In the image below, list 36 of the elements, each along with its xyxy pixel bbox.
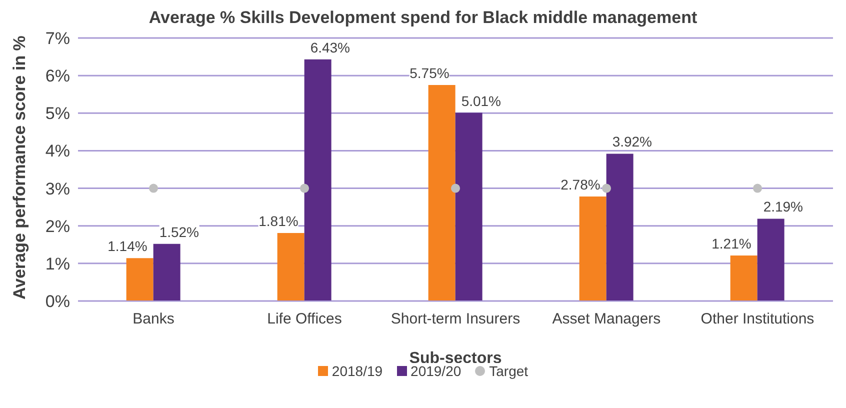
data-label: 1.81% <box>258 212 298 229</box>
y-axis-title: Average performance score in % <box>10 36 30 300</box>
data-label: 1.52% <box>159 224 200 240</box>
bar <box>606 154 634 301</box>
y-tick-label: 1% <box>45 254 70 274</box>
bar <box>304 59 332 301</box>
y-tick-label: 6% <box>45 66 70 86</box>
data-label: 2.78% <box>560 176 600 193</box>
bar <box>455 112 482 301</box>
bar <box>277 232 304 301</box>
y-tick-label: 4% <box>45 142 70 161</box>
chart-title: Average % Skills Development spend for Black middle management <box>148 8 698 28</box>
x-tick-label: Other Institutions <box>700 310 814 328</box>
bar <box>153 244 180 301</box>
y-tick-label: 3% <box>45 179 70 198</box>
data-label: 6.43% <box>310 39 350 56</box>
data-label: 1.21% <box>712 236 752 252</box>
data-label: 5.75% <box>410 64 450 81</box>
x-tick-label: Short-term Insurers <box>390 310 520 328</box>
y-tick-label: 2% <box>45 216 70 236</box>
bar <box>579 196 606 301</box>
y-tick-label: 0% <box>45 292 70 312</box>
x-tick-label: Life Offices <box>267 310 342 328</box>
bar <box>126 258 154 301</box>
data-label: 5.01% <box>461 92 502 109</box>
bar <box>757 218 784 301</box>
x-tick-label: Asset Managers <box>552 310 661 328</box>
data-label: 3.92% <box>612 134 652 150</box>
bar <box>730 256 758 301</box>
data-label: 1.14% <box>108 238 148 254</box>
bar <box>428 84 456 301</box>
data-label: 2.19% <box>763 198 804 215</box>
y-tick-label: 7% <box>45 29 70 48</box>
y-tick-label: 5% <box>45 104 70 124</box>
x-tick-label: Banks <box>132 310 174 328</box>
legend-label: 2018/19 <box>330 363 383 379</box>
